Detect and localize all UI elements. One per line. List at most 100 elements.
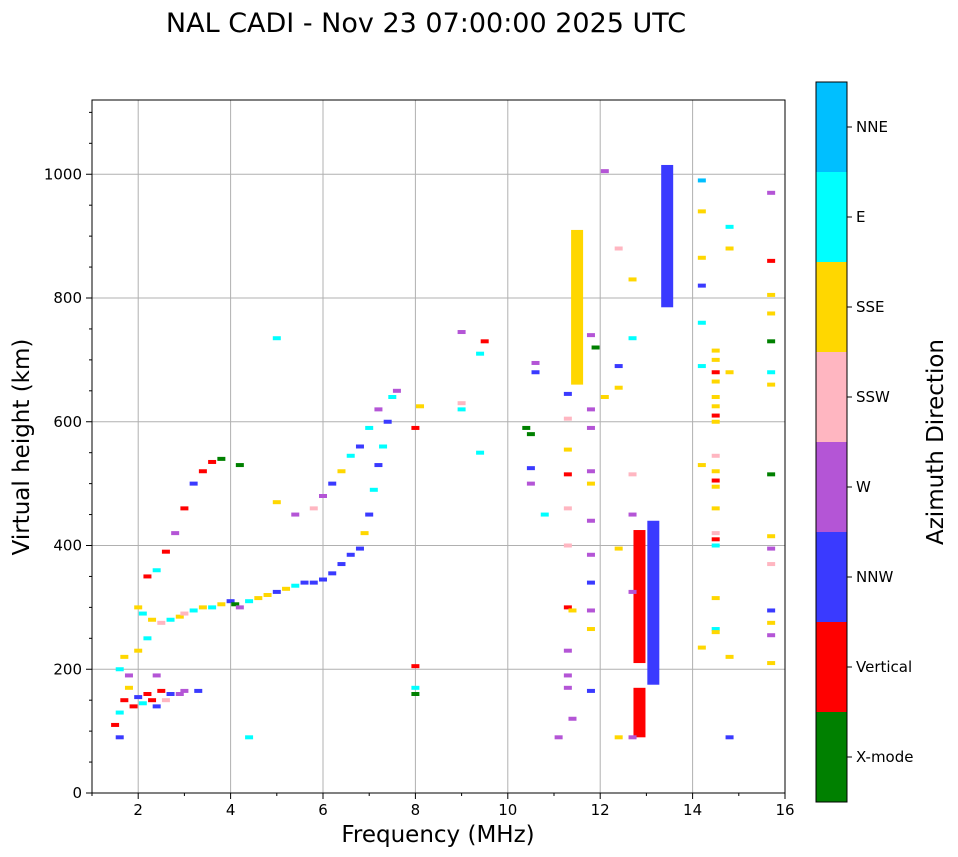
colorbar-segment: [816, 82, 847, 172]
y-tick-label: 200: [53, 660, 82, 678]
data-point: [328, 571, 337, 576]
x-tick-label: 4: [226, 801, 236, 819]
data-point: [563, 543, 572, 548]
data-point: [725, 735, 734, 740]
data-point: [383, 419, 392, 424]
data-point: [767, 472, 776, 477]
data-point: [148, 698, 157, 703]
data-point: [355, 444, 364, 449]
colorbar-tick-label: SSE: [856, 298, 885, 316]
x-tick-label: 10: [498, 801, 517, 819]
data-point: [411, 685, 420, 690]
data-point: [189, 608, 198, 613]
data-point: [767, 311, 776, 316]
data-point: [586, 688, 595, 693]
data-point: [697, 178, 706, 183]
data-point: [614, 364, 623, 369]
data-point: [263, 593, 272, 597]
data-point: [568, 716, 577, 721]
data-point: [711, 630, 720, 635]
y-axis-label: Virtual height (km): [9, 339, 35, 556]
data-point: [711, 419, 720, 424]
data-point: [235, 463, 244, 468]
data-point: [614, 385, 623, 390]
data-point: [416, 404, 425, 409]
data-point: [568, 608, 577, 613]
data-point: [697, 364, 706, 369]
data-point: [767, 562, 776, 567]
data-point: [120, 698, 129, 703]
data-point: [365, 425, 374, 430]
data-point: [725, 370, 734, 375]
data-point: [115, 667, 124, 672]
data-point: [526, 481, 535, 486]
colorbar-tick-label: NNW: [856, 568, 893, 586]
data-point: [614, 546, 623, 551]
data-point: [711, 453, 720, 458]
data-point: [711, 413, 720, 418]
data-point: [365, 512, 374, 517]
data-point: [379, 444, 388, 449]
data-point: [526, 432, 535, 437]
data-point: [217, 602, 226, 607]
data-point: [115, 710, 124, 715]
colorbar-tick-label: X-mode: [856, 748, 913, 766]
data-point: [411, 664, 420, 669]
colorbar-tick-label: Vertical: [856, 658, 912, 676]
x-axis-label: Frequency (MHz): [341, 822, 534, 848]
data-point: [245, 735, 254, 740]
data-point: [476, 450, 485, 455]
y-tick-label: 400: [53, 537, 82, 555]
data-point: [767, 339, 776, 344]
y-tick-label: 600: [53, 413, 82, 431]
data-point: [725, 246, 734, 251]
data-point: [148, 617, 157, 622]
data-point: [526, 466, 535, 471]
data-point: [711, 478, 720, 483]
data-bar: [647, 520, 660, 685]
data-point: [563, 416, 572, 421]
data-point: [111, 722, 120, 727]
data-point: [767, 608, 776, 613]
data-point: [531, 370, 540, 375]
data-points: [111, 169, 776, 740]
data-point: [563, 447, 572, 452]
data-point: [208, 459, 217, 464]
x-axis-ticks: 2 4 6 8 10 12 14 16: [91, 793, 795, 819]
data-point: [767, 534, 776, 539]
data-point: [272, 336, 281, 341]
data-point: [161, 549, 170, 554]
x-tick-label: 2: [133, 801, 143, 819]
data-point: [388, 395, 397, 399]
data-point: [231, 602, 240, 607]
data-point: [628, 277, 637, 282]
data-bar: [633, 530, 646, 664]
data-point: [563, 391, 572, 396]
data-point: [586, 552, 595, 557]
colorbar-frame: [815, 81, 848, 803]
data-point: [697, 645, 706, 650]
data-bar: [633, 687, 646, 738]
data-point: [291, 512, 300, 517]
data-point: [711, 627, 720, 632]
data-point: [711, 357, 720, 362]
data-point: [711, 537, 720, 542]
data-point: [711, 348, 720, 353]
data-point: [697, 283, 706, 288]
data-point: [360, 531, 369, 536]
data-point: [767, 633, 776, 638]
data-point: [245, 599, 254, 604]
data-point: [369, 487, 378, 492]
colorbar-tick-label: NNE: [856, 118, 888, 136]
x-tick-label: 8: [411, 801, 421, 819]
data-point: [309, 580, 318, 585]
data-point: [180, 611, 189, 616]
data-point: [346, 552, 355, 557]
data-point: [711, 543, 720, 548]
data-point: [697, 463, 706, 468]
data-point: [157, 620, 166, 625]
data-point: [628, 589, 637, 594]
data-point: [586, 580, 595, 585]
data-point: [600, 169, 609, 174]
data-point: [628, 735, 637, 740]
